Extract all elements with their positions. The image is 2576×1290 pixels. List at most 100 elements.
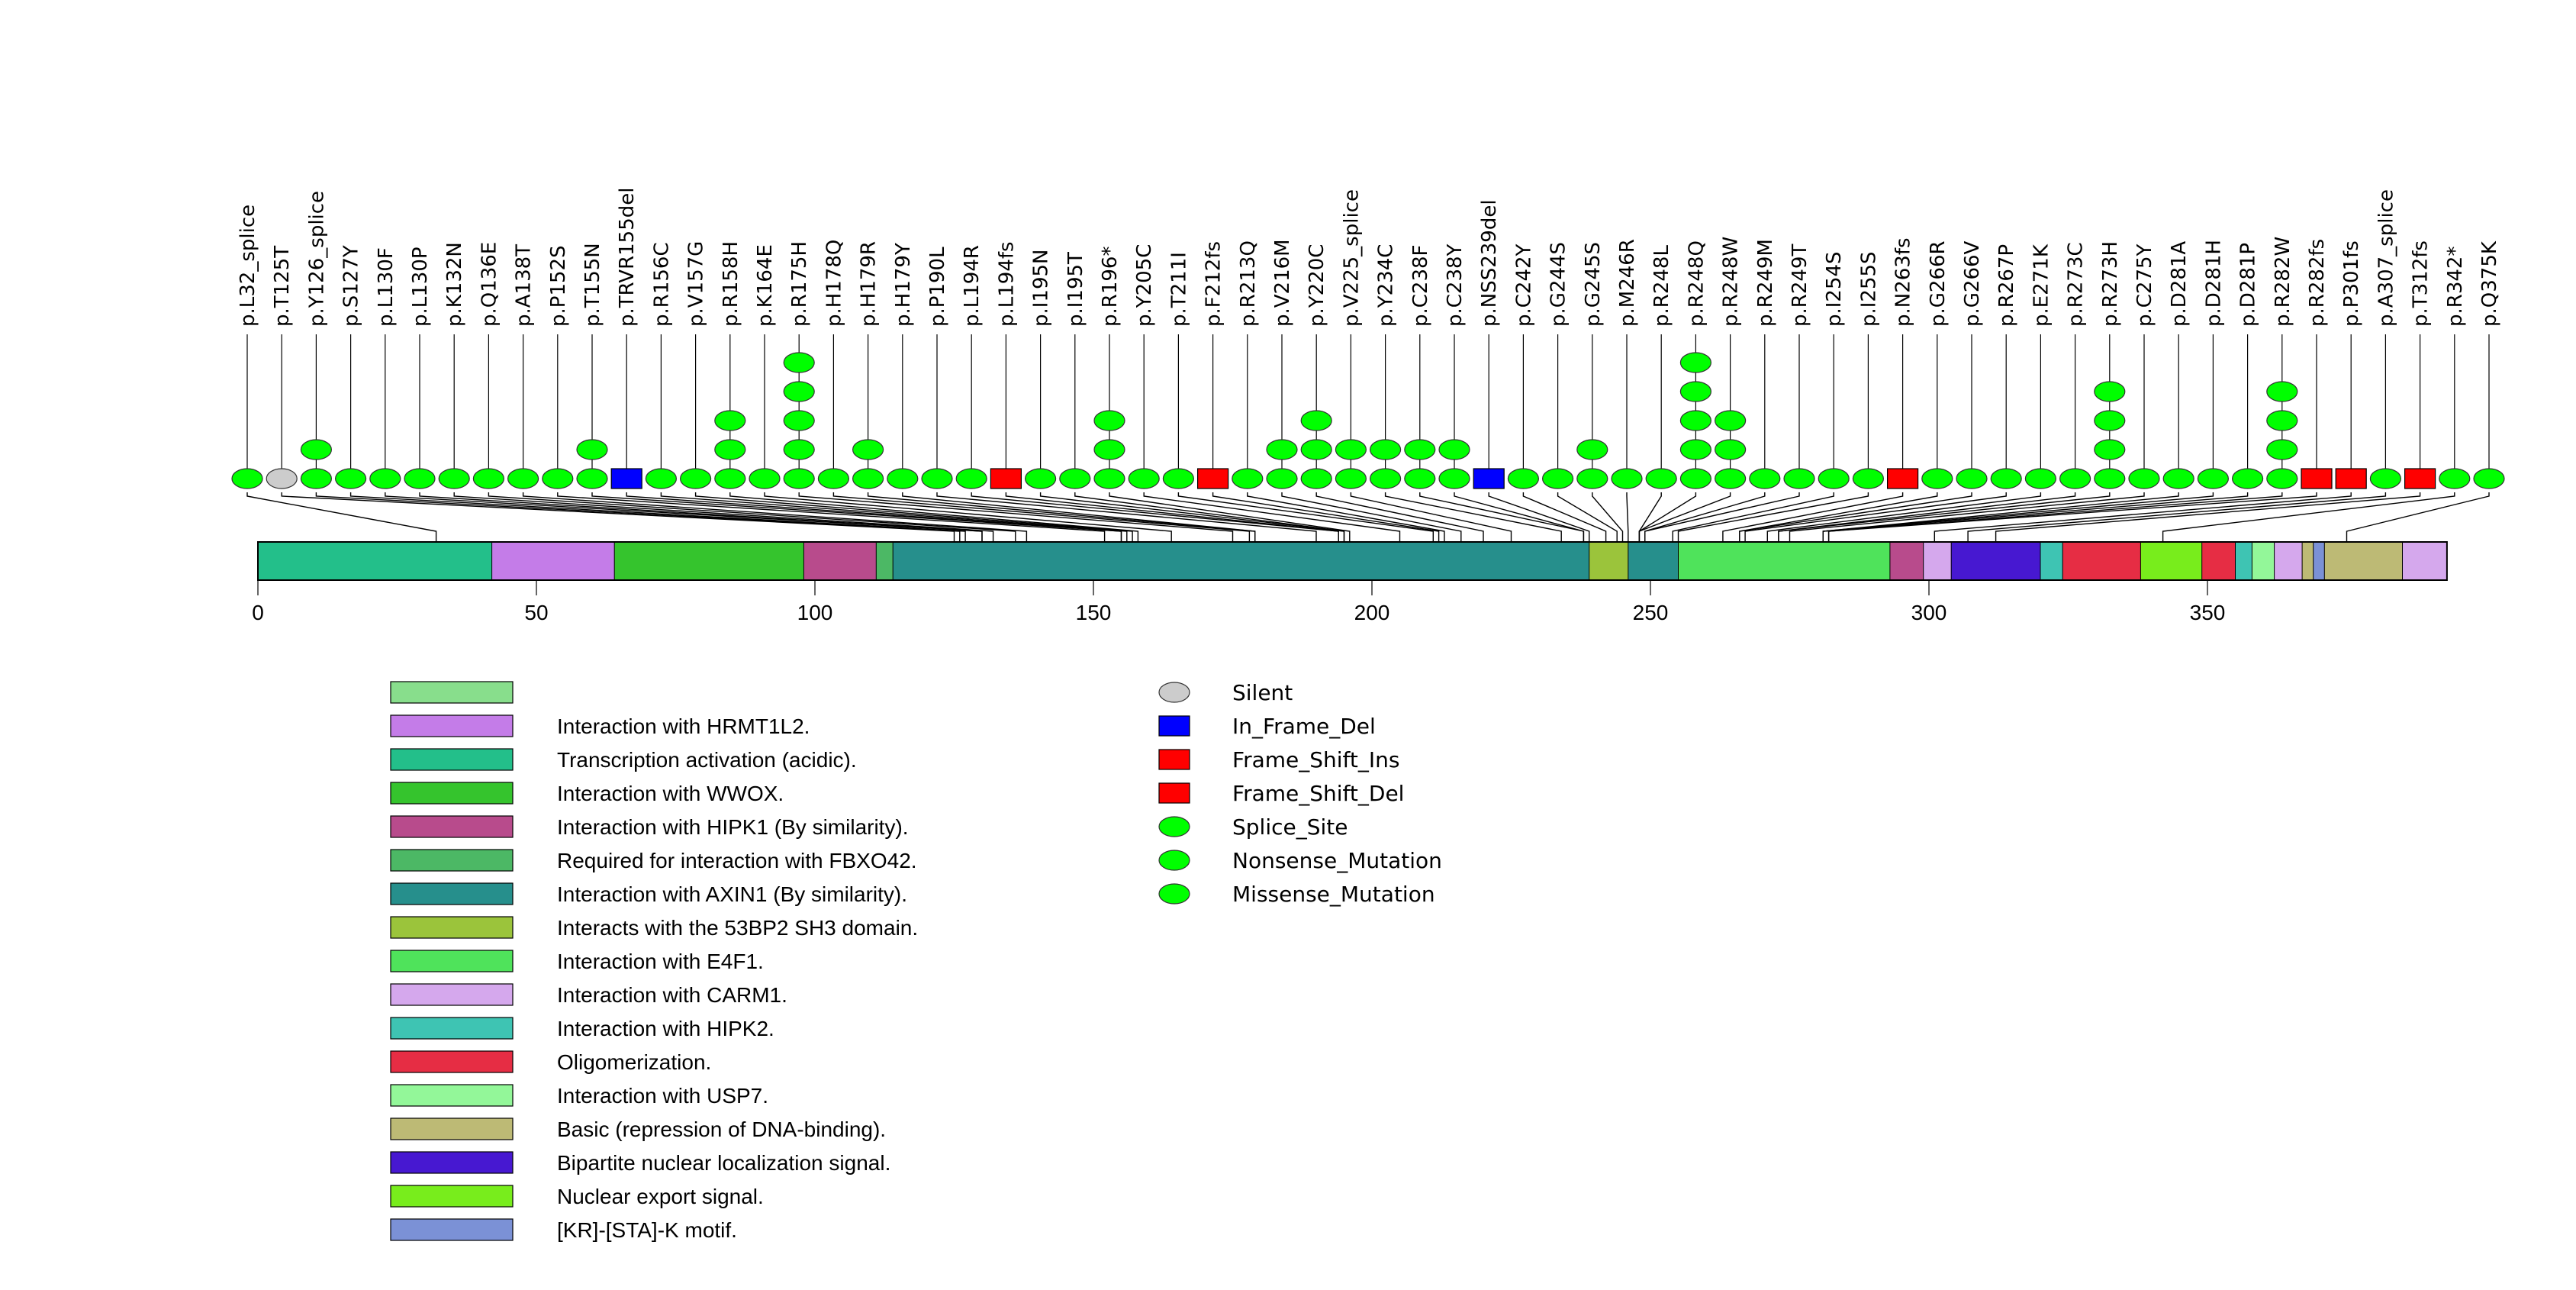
connector-line: [1744, 492, 2007, 542]
connector-line: [694, 492, 1133, 542]
legend-label: Interaction with HRMT1L2.: [557, 714, 810, 738]
mutation-marker: [921, 468, 953, 489]
mutation-marker: [1715, 410, 1747, 431]
mutation-marker: [1059, 468, 1091, 489]
mutation-label: p.R156C: [650, 242, 673, 327]
connector-line: [1522, 492, 1607, 542]
domain-segment: [491, 541, 620, 581]
mutation-marker: [1369, 468, 1402, 489]
mutation-label: p.L194fs: [995, 241, 1018, 327]
mutation-label: p.C242Y: [1512, 243, 1535, 327]
legend-swatch: [390, 916, 514, 939]
mutation-marker: [1887, 468, 1919, 489]
mutation-label: p.K164E: [754, 244, 777, 327]
mutation-label: p.R213Q: [1237, 240, 1260, 327]
connector-line: [1934, 492, 2352, 542]
mutation-label: p.P301fs: [2340, 240, 2363, 327]
legend-swatch: [390, 849, 514, 872]
connector-line: [557, 492, 1106, 542]
mutation-marker: [1404, 468, 1436, 489]
legend-label: Transcription activation (acidic).: [557, 748, 857, 772]
domain-segment: [1628, 541, 1685, 581]
connector-line: [626, 492, 1122, 542]
mutation-label: p.R158H: [720, 241, 742, 327]
mutation-label: p.H178Q: [823, 240, 845, 327]
mutation-label: p.R267P: [1995, 244, 2018, 327]
mutation-marker: [1818, 468, 1850, 489]
mutation-marker: [335, 468, 367, 489]
connector-line: [1644, 492, 1800, 542]
domain-segment: [2402, 541, 2448, 581]
mutation-marker: [714, 410, 746, 431]
mutation-marker: [783, 352, 815, 373]
mutation-marker: [1404, 439, 1436, 460]
legend-swatch: [390, 782, 514, 805]
connector-line: [1722, 492, 1904, 542]
connector-line: [729, 492, 1139, 542]
mutation-label: p.K132N: [443, 242, 466, 327]
mutation-marker: [2266, 468, 2298, 489]
mutation-marker: [1715, 468, 1747, 489]
mutation-label: p.D281A: [2168, 241, 2191, 327]
mutation-marker: [1576, 468, 1608, 489]
mutation-label: p.Y234C: [1375, 244, 1398, 327]
mutation-marker: [714, 468, 746, 489]
connector-line: [246, 492, 437, 542]
legend-label: Frame_Shift_Ins: [1232, 747, 1399, 772]
mutation-marker: [2094, 439, 2126, 460]
connector-line: [1350, 492, 1512, 542]
legend-swatch: [390, 1151, 514, 1174]
axis-tick-label: 200: [1354, 601, 1390, 624]
mutation-label: p.D281H: [2202, 240, 2225, 327]
legend-swatch: [390, 748, 514, 771]
connector-line: [419, 492, 983, 542]
mutation-marker: [2094, 410, 2126, 431]
connector-line: [798, 492, 1234, 542]
connector-line: [1592, 492, 1624, 542]
mutation-marker: [2301, 468, 2333, 489]
legend-label: Splice_Site: [1232, 814, 1348, 840]
mutation-marker: [2094, 468, 2126, 489]
connector-line: [1384, 492, 1562, 542]
mutation-label: p.I195N: [1030, 249, 1053, 327]
connector-line: [488, 492, 1016, 542]
mutation-marker: [266, 468, 298, 489]
connector-line: [1281, 492, 1462, 542]
legend-swatch: [390, 1117, 514, 1140]
mutation-marker: [542, 468, 574, 489]
mutation-marker: [1679, 352, 1711, 373]
mutation-label: p.P152S: [547, 245, 570, 327]
mutation-label: p.I254S: [1823, 251, 1846, 327]
mutation-marker: [1232, 468, 1264, 489]
legend-label: Interacts with the 53BP2 SH3 domain.: [557, 916, 918, 940]
mutation-marker: [1335, 439, 1367, 460]
mutation-label: p.G244S: [1547, 242, 1570, 327]
connector-line: [1766, 492, 2042, 542]
legend-swatch: [390, 1084, 514, 1107]
mutation-marker: [438, 468, 470, 489]
mutation-marker: [1679, 381, 1711, 402]
mutation-marker: [852, 439, 884, 460]
mutation-label: p.I255S: [1857, 251, 1880, 327]
mutation-marker: [783, 410, 815, 431]
legend-marker: [1158, 715, 1190, 737]
legend-label: Interaction with HIPK1 (By similarity).: [557, 815, 909, 839]
legend-label: Interaction with WWOX.: [557, 782, 784, 805]
mutation-label: p.L194R: [961, 245, 984, 327]
mutation-label: p.T155N: [581, 243, 604, 327]
legend-label: Interaction with HIPK2.: [557, 1017, 774, 1040]
mutation-marker: [1266, 439, 1298, 460]
mutation-marker: [1438, 468, 1470, 489]
mutation-marker: [1611, 468, 1643, 489]
mutation-marker: [1507, 468, 1540, 489]
mutation-label: p.G266R: [1927, 240, 1950, 327]
mutation-marker: [1749, 468, 1781, 489]
connector-line: [1789, 492, 2145, 542]
connector-line: [1677, 492, 1869, 542]
connector-line: [349, 492, 966, 542]
axis-tick-label: 250: [1633, 601, 1669, 624]
connector-line: [764, 492, 1172, 542]
mutation-marker: [1990, 468, 2022, 489]
mutation-label: p.R342*: [2444, 247, 2467, 327]
mutation-label: p.M246R: [1616, 239, 1639, 327]
